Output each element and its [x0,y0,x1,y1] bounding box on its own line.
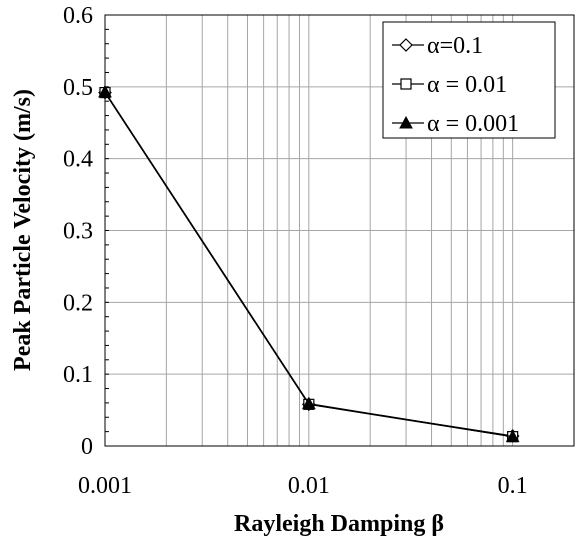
x-tick-label: 0.1 [498,473,528,499]
legend-entry: α = 0.001 [392,111,519,137]
y-tick-label: 0.2 [63,290,93,316]
legend-label: α = 0.001 [427,111,519,137]
legend-label: α = 0.01 [427,72,507,98]
legend-marker [399,38,413,52]
y-tick-label: 0.5 [63,75,93,101]
x-axis-title: Rayleigh Damping β [234,511,444,537]
y-axis-title: Peak Particle Velocity (m/s) [10,89,36,371]
data-point [301,396,316,410]
data-point [505,429,520,443]
series [98,84,520,443]
axes: 0 0.1 0.2 0.3 0.4 0.5 0.6 0.001 0.01 0.1 [63,3,528,499]
series-3 [98,84,520,443]
y-tick-label: 0 [81,434,93,460]
legend-box [382,21,556,139]
data-point [98,84,112,98]
y-tick-label: 0.6 [63,3,93,29]
legend-label: α=0.1 [427,33,483,59]
legend-entry: α = 0.01 [392,72,507,98]
x-tick-label: 0.001 [78,473,132,499]
legend-marker [399,115,413,129]
legend-entry: α=0.1 [392,33,483,59]
y-tick-label: 0.3 [63,219,93,245]
y-tick-label: 0.1 [63,362,93,388]
y-tick-label: 0.4 [63,147,93,173]
legend-marker [400,78,412,90]
legend: α=0.1 α = 0.01 α = 0.001 [382,21,556,139]
x-tick-label: 0.01 [288,473,330,499]
